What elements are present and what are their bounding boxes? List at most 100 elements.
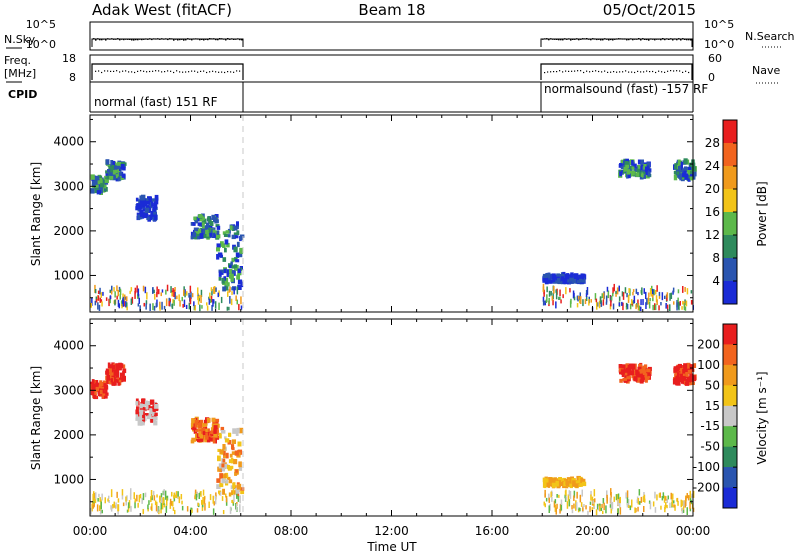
nsky-point <box>552 38 554 40</box>
nsky-point <box>690 39 692 41</box>
echo-cell <box>240 281 244 288</box>
echo-cell <box>153 406 156 412</box>
echo-cell <box>160 497 163 504</box>
echo-cell <box>629 363 634 369</box>
echo-cell <box>207 225 212 230</box>
nsky-point <box>676 39 678 41</box>
echo-cell <box>231 444 235 450</box>
nsky-point <box>197 38 199 40</box>
echo-cell <box>208 298 211 305</box>
echo-cell <box>97 390 101 397</box>
echo-cell <box>134 498 136 503</box>
y-tick-label: 3000 <box>53 179 84 193</box>
echo-cell <box>104 389 108 395</box>
echo-cell <box>689 508 692 512</box>
echo-cell <box>555 289 557 293</box>
echo-cell <box>220 296 223 304</box>
nsky-point <box>141 39 143 41</box>
echo-cell <box>202 222 205 227</box>
echo-cell <box>101 301 103 307</box>
nsky-point <box>668 38 670 40</box>
echo-cell <box>652 501 655 507</box>
echo-cell <box>113 287 115 292</box>
echo-cell <box>213 299 215 304</box>
echo-cell <box>94 284 96 293</box>
nsky-point <box>610 38 612 41</box>
echo-cell <box>105 159 110 165</box>
echo-cell <box>658 493 661 498</box>
echo-cell <box>606 497 608 504</box>
echo-cell <box>91 501 94 505</box>
echo-cell <box>635 172 640 177</box>
echo-cell <box>691 166 696 172</box>
echo-cell <box>682 509 685 513</box>
echo-cell <box>640 299 642 306</box>
echo-cell <box>560 499 563 505</box>
nave-point <box>655 71 657 74</box>
echo-cell <box>193 216 197 221</box>
echo-cell <box>120 300 123 307</box>
echo-cell <box>225 479 229 484</box>
echo-cell <box>564 490 567 496</box>
echo-cell <box>681 306 683 310</box>
nave-point <box>149 70 151 73</box>
echo-cell <box>100 501 102 510</box>
echo-cell <box>216 484 221 489</box>
echo-cell <box>689 176 694 181</box>
echo-cell <box>633 163 637 169</box>
echo-cell <box>547 278 552 284</box>
echo-cell <box>116 165 121 170</box>
echo-cell <box>172 507 175 511</box>
echo-cell <box>117 498 120 503</box>
echo-cell <box>584 298 587 304</box>
echo-cell <box>644 373 648 378</box>
echo-cell <box>550 491 552 498</box>
echo-cell <box>153 289 155 294</box>
echo-cell <box>675 375 679 381</box>
echo-cell <box>201 427 206 432</box>
echo-cell <box>631 160 634 165</box>
nsky-tick-top: 10^5 <box>26 18 56 31</box>
nave-point <box>646 70 648 72</box>
echo-cell <box>590 299 592 303</box>
echo-cell <box>226 282 230 287</box>
echo-cell <box>227 291 229 297</box>
colorbar-swatch <box>723 344 737 366</box>
echo-cell <box>555 507 557 515</box>
nave-point <box>155 70 157 72</box>
echo-cell <box>230 225 233 231</box>
echo-cell <box>666 292 669 298</box>
nave-point <box>164 71 166 73</box>
colorbar-tick-label: -50 <box>700 440 720 454</box>
nave-point <box>571 70 573 72</box>
echo-cell <box>596 301 598 310</box>
echo-cell <box>220 483 224 488</box>
nave-tick-top: 60 <box>708 52 722 65</box>
echo-cell <box>551 295 554 301</box>
echo-cell <box>644 498 646 503</box>
echo-cell <box>569 491 572 499</box>
nsearch-label: N.Search <box>745 30 795 43</box>
echo-cell <box>102 393 106 399</box>
echo-cell <box>652 288 654 295</box>
echo-cell <box>548 505 550 513</box>
echo-cell <box>223 453 227 459</box>
echo-cell <box>94 190 99 194</box>
echo-cell <box>239 495 241 504</box>
echo-cell <box>675 380 678 386</box>
echo-cell <box>151 495 153 501</box>
nave-point <box>664 71 666 73</box>
echo-cell <box>652 294 654 298</box>
echo-cell <box>143 407 147 411</box>
echo-cell <box>633 295 636 304</box>
echo-cell <box>226 269 230 275</box>
colorbar-tick-label: 20 <box>705 182 720 196</box>
echo-cell <box>687 166 692 170</box>
colorbar-swatch <box>723 258 737 282</box>
colorbar-tick-label: 28 <box>705 136 720 150</box>
echo-cell <box>558 296 560 300</box>
echo-cell <box>134 287 137 294</box>
echo-cell <box>148 214 153 221</box>
echo-cell <box>192 418 196 423</box>
echo-cell <box>224 463 229 469</box>
